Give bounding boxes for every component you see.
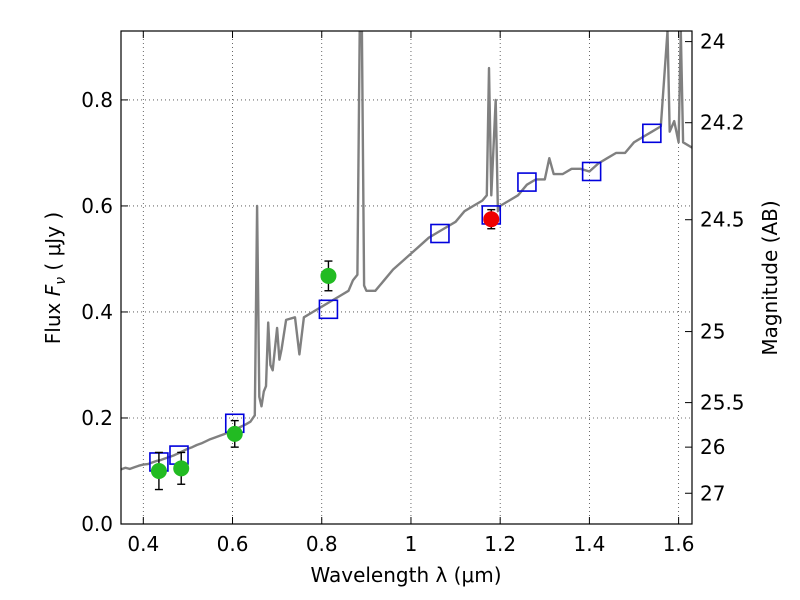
observed-point — [173, 460, 190, 477]
y-axis-label-sub: ν — [53, 277, 69, 285]
y2-tick-label: 25.5 — [700, 391, 745, 415]
x-tick-label: 1.2 — [484, 532, 516, 556]
x-tick-label: 1.6 — [663, 532, 695, 556]
x-tick-label: 0.4 — [127, 532, 159, 556]
observed-point — [226, 425, 243, 442]
model-photometry-box — [517, 172, 537, 192]
y2-tick-label: 27 — [700, 481, 725, 505]
x-tick-label: 1.4 — [573, 532, 605, 556]
y2-tick-label: 24.2 — [700, 111, 745, 135]
y-axis-label-prefix: Flux — [41, 296, 65, 344]
model-photometry-box — [581, 161, 602, 182]
y-tick-label: 0.8 — [81, 88, 113, 112]
plot-background — [121, 31, 692, 524]
model-spectrum-line — [121, 31, 692, 471]
plot-frame — [120, 30, 693, 525]
y2-tick-label: 24.5 — [700, 208, 745, 232]
ticks: 0.4 0.6 0.8 1 1.2 1.4 1.6 0.0 0.2 0.4 0.6 0.8 24 24.2… — [81, 30, 744, 556]
x-tick-label: 1 — [405, 532, 418, 556]
y2-tick-label: 25 — [700, 320, 725, 344]
x-axis-label: Wavelength λ (μm) — [310, 563, 501, 587]
y-tick-label: 0.6 — [81, 194, 113, 218]
x-tick-label: 0.6 — [217, 532, 249, 556]
observed-point — [320, 267, 337, 284]
y2-tick-label: 24 — [700, 30, 725, 54]
y-tick-label: 0.4 — [81, 300, 113, 324]
y-tick-label: 0.2 — [81, 406, 113, 430]
model-photometry-box — [318, 299, 339, 320]
y2-tick-label: 26 — [700, 435, 725, 459]
y-axis-label-var: F — [41, 284, 65, 296]
x-tick-label: 0.8 — [306, 532, 338, 556]
observed-point — [150, 462, 167, 479]
y-axis-label: Flux Fν ( μJy ) — [41, 212, 69, 344]
series-layer — [121, 31, 692, 471]
y-axis-label-unit: ( μJy ) — [41, 212, 65, 277]
observed-point-highlight — [483, 211, 500, 228]
marker-layer — [149, 123, 662, 491]
y-tick-label: 0.0 — [81, 512, 113, 536]
model-photometry-box — [642, 123, 662, 144]
y2-axis-label: Magnitude (AB) — [758, 200, 782, 355]
model-photometry-box — [430, 223, 450, 244]
